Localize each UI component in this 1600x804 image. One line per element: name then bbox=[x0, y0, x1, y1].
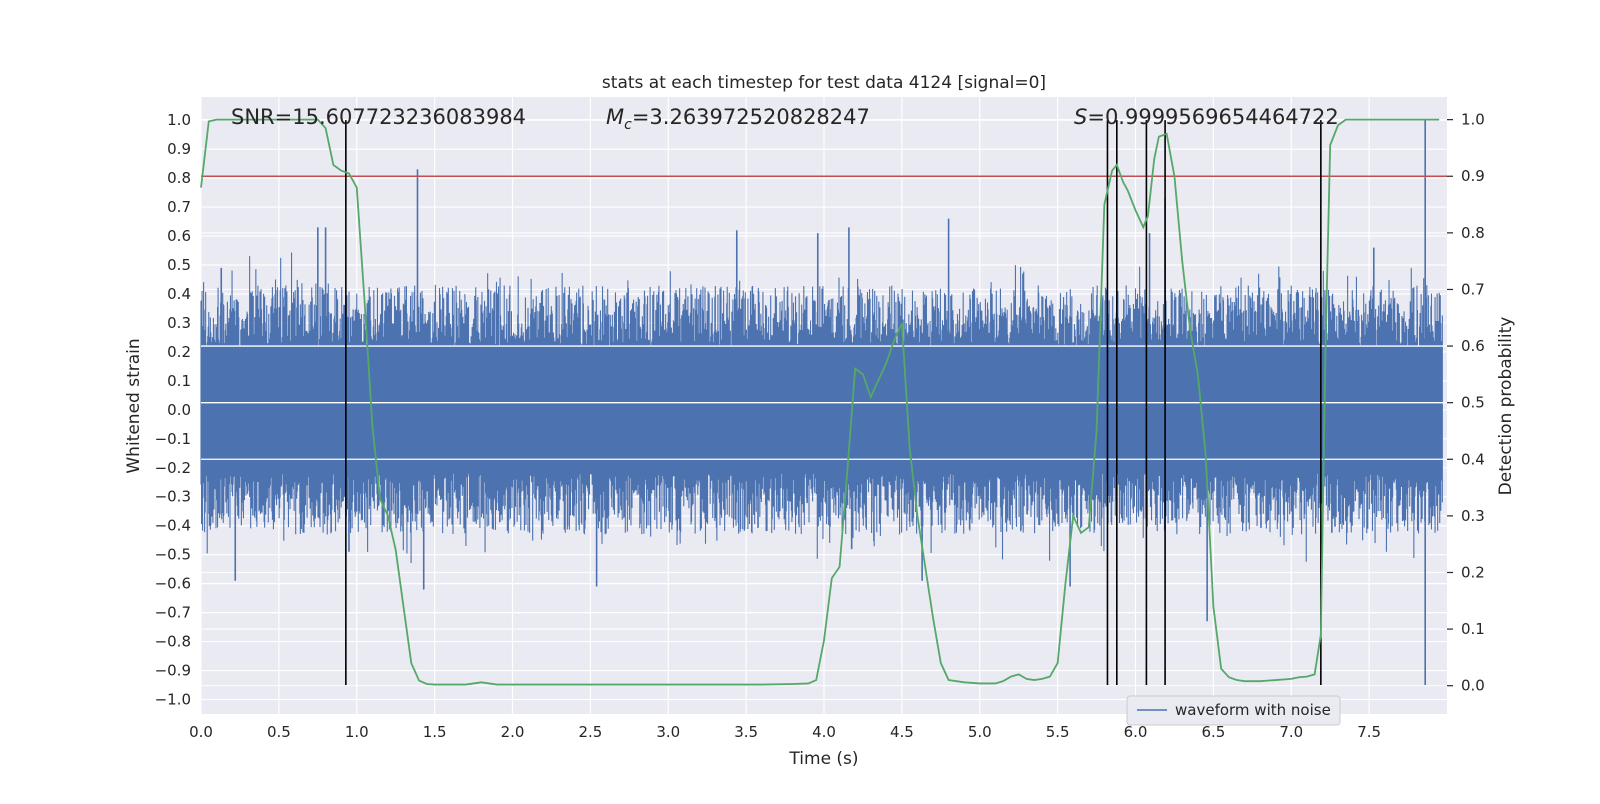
y-axis-label: Whitened strain bbox=[124, 338, 144, 473]
y2-axis-ticks: 1.0 0.9 0.8 0.7 0.6 0.5 0.4 0.3 0.2 0.1 0.0 bbox=[1447, 111, 1485, 695]
probability-series bbox=[200, 118, 1440, 686]
y-tick-label: 1.0 bbox=[167, 111, 191, 129]
x-tick-label: 1.5 bbox=[423, 723, 447, 741]
chart-title: stats at each timestep for test data 412… bbox=[602, 73, 1046, 93]
x-tick-label: 6.5 bbox=[1201, 723, 1225, 741]
snr-annotation: SNR=15.607723236083984 bbox=[231, 105, 526, 129]
x-tick-label: 2.0 bbox=[501, 723, 525, 741]
y-tick-label: −1.0 bbox=[155, 691, 191, 709]
y2-tick-label: 0.6 bbox=[1461, 337, 1485, 355]
y2-tick-label: 0.0 bbox=[1461, 677, 1485, 695]
waveform-core bbox=[201, 346, 1443, 474]
y2-tick-label: 0.9 bbox=[1461, 167, 1485, 185]
y-axis-ticks: 1.0 0.9 0.8 0.7 0.6 0.5 0.4 0.3 0.2 0.1 0.0 −0.1 −0.… bbox=[155, 111, 191, 708]
y-tick-label: −0.7 bbox=[155, 604, 191, 622]
chirp-mass-annotation: Mc=3.263972520828247 bbox=[606, 105, 870, 133]
legend-label: waveform with noise bbox=[1175, 701, 1331, 719]
x-tick-label: 1.0 bbox=[345, 723, 369, 741]
s-annotation: S=0.9999569654464722 bbox=[1074, 105, 1339, 129]
x-tick-label: 5.5 bbox=[1046, 723, 1070, 741]
s-symbol: S bbox=[1074, 105, 1087, 129]
y-tick-label: 0.5 bbox=[167, 256, 191, 274]
y-tick-label: −0.5 bbox=[155, 546, 191, 564]
x-tick-label: 7.5 bbox=[1357, 723, 1381, 741]
x-tick-label: 6.0 bbox=[1124, 723, 1148, 741]
x-axis-label: Time (s) bbox=[788, 749, 858, 769]
y-tick-label: −0.8 bbox=[155, 633, 191, 651]
y2-tick-label: 1.0 bbox=[1461, 111, 1485, 129]
x-tick-label: 4.0 bbox=[812, 723, 836, 741]
x-axis-ticks: 0.0 0.5 1.0 1.5 2.0 2.5 3.0 3.5 4.0 4.5 5.0 5.5 6.0 6… bbox=[189, 723, 1381, 741]
y-tick-label: 0.2 bbox=[167, 343, 191, 361]
y2-tick-label: 0.1 bbox=[1461, 620, 1485, 638]
s-value: =0.9999569654464722 bbox=[1087, 105, 1338, 129]
y-tick-label: 0.0 bbox=[167, 401, 191, 419]
x-tick-label: 5.0 bbox=[968, 723, 992, 741]
legend: waveform with noise bbox=[1126, 695, 1341, 726]
y-tick-label: −0.3 bbox=[155, 488, 191, 506]
y2-axis-label: Detection probability bbox=[1496, 317, 1516, 496]
x-tick-label: 4.5 bbox=[890, 723, 914, 741]
y2-tick-label: 0.4 bbox=[1461, 450, 1485, 468]
x-tick-label: 7.0 bbox=[1279, 723, 1303, 741]
probability-line bbox=[200, 118, 1440, 686]
y-tick-label: −0.2 bbox=[155, 459, 191, 477]
x-tick-label: 0.0 bbox=[189, 723, 213, 741]
chirp-mass-value: =3.263972520828247 bbox=[632, 105, 870, 129]
chirp-mass-subscript: c bbox=[624, 117, 632, 133]
x-tick-label: 2.5 bbox=[578, 723, 602, 741]
y2-tick-label: 0.7 bbox=[1461, 280, 1485, 298]
y2-tick-label: 0.8 bbox=[1461, 224, 1485, 242]
x-tick-label: 3.0 bbox=[656, 723, 680, 741]
y2-tick-label: 0.5 bbox=[1461, 394, 1485, 412]
y-tick-label: 0.4 bbox=[167, 285, 191, 303]
y-tick-label: 0.9 bbox=[167, 140, 191, 158]
y-tick-label: 0.6 bbox=[167, 227, 191, 245]
y-tick-label: 0.3 bbox=[167, 314, 191, 332]
y-tick-label: −0.6 bbox=[155, 575, 191, 593]
waveform-series bbox=[200, 120, 1447, 686]
y-tick-label: 0.8 bbox=[167, 169, 191, 187]
x-tick-label: 0.5 bbox=[267, 723, 291, 741]
x-tick-label: 3.5 bbox=[734, 723, 758, 741]
y-tick-label: −0.9 bbox=[155, 662, 191, 680]
y-tick-label: −0.4 bbox=[155, 517, 191, 535]
legend-box bbox=[1126, 695, 1341, 726]
y-tick-label: 0.7 bbox=[167, 198, 191, 216]
y2-tick-label: 0.2 bbox=[1461, 563, 1485, 581]
y-tick-label: 0.1 bbox=[167, 372, 191, 390]
chirp-mass-symbol: M bbox=[606, 105, 624, 129]
y2-tick-label: 0.3 bbox=[1461, 507, 1485, 525]
y-tick-label: −0.1 bbox=[155, 430, 191, 448]
